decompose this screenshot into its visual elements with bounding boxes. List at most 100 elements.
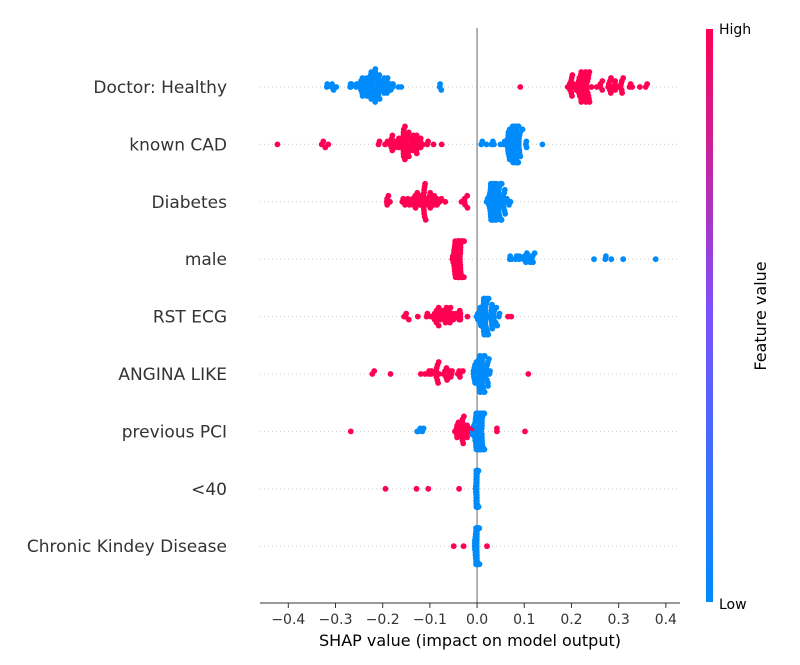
shap-point (460, 543, 467, 550)
shap-point (481, 410, 488, 417)
shap-point (486, 356, 492, 362)
shap-point (385, 192, 392, 199)
x-tick-label: 0.2 (560, 612, 582, 628)
shap-point (405, 129, 412, 136)
shap-point (387, 198, 393, 205)
shap-point (402, 156, 408, 163)
shap-point (461, 413, 467, 420)
shap-point (498, 216, 505, 223)
shap-point (508, 313, 515, 320)
x-tick-label: 0.4 (655, 612, 677, 628)
shap-point (608, 75, 614, 81)
shap-point (436, 371, 442, 377)
shap-point (530, 259, 536, 266)
x-ticks: −0.4 −0.3 −0.2 −0.1 0.0 0.1 0.2 0.3 0.4 (271, 603, 677, 628)
shap-point (460, 440, 467, 447)
shap-point (489, 325, 496, 332)
shap-point (384, 75, 391, 81)
shap-point (435, 380, 441, 386)
shap-point (447, 304, 454, 311)
shap-point (329, 81, 335, 87)
shap-point (435, 359, 442, 365)
shap-point (607, 90, 614, 96)
shap-point (637, 84, 643, 90)
shap-point (402, 123, 408, 130)
x-tick-label: 0.0 (466, 612, 488, 628)
shap-point (274, 141, 281, 148)
shap-point (435, 322, 442, 329)
feature-label: Chronic Kindey Disease (27, 537, 227, 557)
shap-point (498, 180, 505, 187)
shap-point (485, 331, 492, 338)
shap-point (461, 274, 467, 281)
shap-point (324, 81, 331, 87)
shap-point (389, 132, 396, 139)
shap-point (484, 543, 490, 550)
shap-point (481, 446, 488, 453)
shap-points (274, 66, 659, 568)
shap-point (457, 310, 464, 317)
shap-point (475, 503, 482, 510)
shap-point (591, 256, 597, 263)
colorbar-gradient (706, 29, 713, 602)
shap-point (442, 198, 449, 205)
colorbar-title: Feature value (751, 261, 770, 370)
shap-point (481, 389, 488, 395)
shap-point (425, 485, 432, 492)
shap-point (586, 69, 593, 75)
shap-point (376, 96, 383, 102)
shap-point (539, 141, 546, 148)
shap-point (420, 425, 427, 432)
x-tick-label: −0.3 (319, 612, 353, 628)
shap-point (461, 238, 467, 245)
shap-point (525, 371, 532, 377)
shap-point (502, 210, 509, 217)
shap-point (485, 383, 491, 389)
shap-point (515, 123, 522, 130)
x-tick-label: 0.3 (608, 612, 630, 628)
shap-point (612, 78, 619, 84)
shap-point (398, 84, 405, 90)
shap-point (333, 84, 340, 90)
shap-point (425, 138, 431, 145)
shap-point (460, 368, 466, 374)
shap-point (406, 153, 412, 160)
shap-point (586, 99, 593, 105)
shap-point (494, 425, 500, 432)
shap-point (405, 195, 411, 202)
x-tick-label: −0.2 (366, 612, 400, 628)
shap-point (496, 310, 503, 317)
shap-point (372, 99, 379, 105)
shap-point (422, 216, 429, 223)
shap-point (457, 316, 464, 323)
shap-point (493, 304, 500, 311)
shap-point (464, 204, 471, 211)
shap-point (578, 99, 585, 105)
shap-point (608, 256, 615, 263)
shap-point (372, 66, 379, 72)
shap-point (494, 322, 501, 329)
shap-point (417, 371, 424, 377)
shap-point (347, 428, 354, 435)
feature-label: ANGINA LIKE (118, 365, 227, 385)
feature-label: Diabetes (152, 193, 228, 213)
shap-point (420, 141, 426, 148)
shap-point (522, 428, 528, 435)
shap-point (516, 253, 523, 260)
shap-point (454, 434, 460, 441)
shap-point (629, 84, 636, 90)
shap-point (619, 90, 625, 96)
shap-point (422, 180, 428, 187)
shap-point (464, 434, 470, 441)
shap-point (464, 192, 471, 199)
shap-point (507, 198, 514, 205)
shap-point (476, 561, 483, 568)
shap-point (438, 141, 445, 148)
shap-point (523, 144, 530, 151)
shap-point (588, 84, 595, 90)
x-tick-label: −0.1 (413, 612, 447, 628)
shap-point (405, 316, 412, 323)
shap-point (599, 87, 606, 93)
shap-point (413, 485, 420, 492)
